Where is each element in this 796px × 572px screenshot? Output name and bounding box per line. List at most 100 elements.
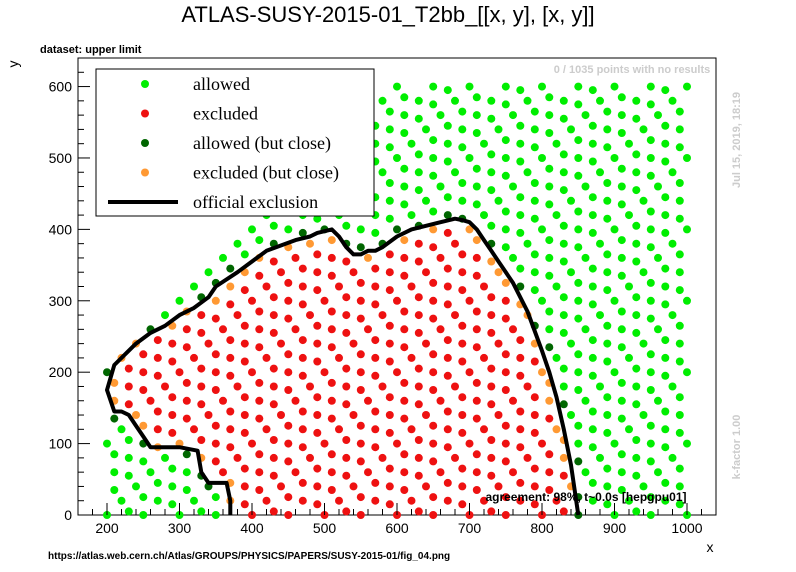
scan-point-768 <box>545 486 554 494</box>
scan-point-490 <box>516 264 525 273</box>
scan-point-535 <box>385 428 394 437</box>
scan-point-461 <box>523 239 532 248</box>
scan-point-40 <box>385 107 394 116</box>
scan-point-332 <box>349 339 358 348</box>
scan-point-747 <box>588 407 597 416</box>
scan-point-638 <box>516 371 525 380</box>
scan-point-451 <box>378 382 387 391</box>
scan-point-396 <box>429 296 438 305</box>
scan-point-749 <box>617 378 626 387</box>
scan-point-601 <box>617 236 626 245</box>
scan-point-0 <box>103 368 111 377</box>
scan-point-458 <box>480 282 488 291</box>
scan-point-261 <box>168 482 177 491</box>
scan-point-175 <box>197 400 206 409</box>
scan-point-713 <box>530 428 539 437</box>
scan-point-359 <box>313 393 322 402</box>
scan-point-355 <box>255 450 264 459</box>
scan-point-637 <box>501 386 510 394</box>
scan-point-98 <box>233 311 242 320</box>
scan-point-643 <box>588 300 597 309</box>
scan-point-634 <box>458 428 467 437</box>
scan-point-437 <box>603 143 612 152</box>
scan-point-207 <box>233 382 242 391</box>
scan-point-554 <box>661 157 670 166</box>
scan-point-672 <box>429 493 438 502</box>
scan-point-688 <box>661 264 670 273</box>
scan-point-530 <box>313 500 322 509</box>
scan-point-48 <box>197 311 206 320</box>
x-axis-label: x <box>707 539 714 555</box>
scan-point-628 <box>675 196 684 205</box>
scan-point-225 <box>494 125 503 134</box>
scan-point-494 <box>574 207 583 216</box>
scan-point-658 <box>509 396 517 405</box>
scan-point-360 <box>327 378 336 387</box>
scan-point-72 <box>211 314 220 323</box>
scan-point-488 <box>487 293 496 302</box>
scan-point-682 <box>574 350 583 359</box>
scan-point-625 <box>632 239 641 248</box>
scan-point-308 <box>429 243 438 252</box>
scan-point-188 <box>385 214 394 223</box>
scan-point-732 <box>581 396 590 405</box>
scan-point-318 <box>574 100 583 109</box>
scan-point-739 <box>683 296 691 305</box>
scan-point-257 <box>530 107 539 116</box>
y-tick-label-200: 200 <box>49 364 73 380</box>
scan-point-594 <box>516 336 525 345</box>
scan-point-142 <box>124 453 133 462</box>
scan-point-88 <box>443 86 452 95</box>
scan-point-793 <box>617 450 626 459</box>
scan-point-41 <box>400 93 409 102</box>
scan-point-767 <box>530 500 539 509</box>
scan-point-740 <box>487 507 496 516</box>
scan-point-578 <box>639 196 648 205</box>
scan-point-641 <box>559 328 568 337</box>
scan-point-563 <box>422 411 430 419</box>
scan-point-84 <box>385 143 394 152</box>
scan-point-117 <box>139 421 148 430</box>
scan-point-391 <box>356 368 365 377</box>
scan-point-6 <box>190 282 198 291</box>
scan-point-789 <box>559 507 568 516</box>
scan-point-703 <box>617 325 626 334</box>
scan-point-694 <box>487 453 496 462</box>
scan-point-121 <box>197 364 206 373</box>
scan-point-364 <box>385 321 394 330</box>
scan-point-444 <box>277 482 285 491</box>
scan-point-465 <box>581 182 590 191</box>
scan-point-802 <box>632 453 641 462</box>
scan-point-648 <box>661 228 670 237</box>
scan-point-636 <box>487 400 496 409</box>
scan-point-139 <box>458 107 467 116</box>
scan-point-733 <box>596 382 604 391</box>
official-exclusion-line <box>105 216 581 516</box>
scan-point-272 <box>327 325 336 334</box>
scan-point-538 <box>429 386 438 394</box>
scan-point-309 <box>443 228 452 237</box>
scan-point-624 <box>617 253 626 262</box>
scan-point-305 <box>385 286 394 295</box>
scan-point-758 <box>559 453 568 462</box>
scan-point-138 <box>443 121 452 130</box>
scan-point-9 <box>233 239 242 248</box>
scan-point-295 <box>240 428 249 437</box>
scan-point-101 <box>277 268 285 277</box>
scan-point-284 <box>501 154 510 162</box>
scan-point-784 <box>625 425 633 434</box>
scan-point-186 <box>356 243 365 252</box>
scan-point-803 <box>646 439 655 448</box>
scan-point-135 <box>400 164 409 173</box>
scan-point-498 <box>632 150 641 159</box>
scan-point-288 <box>559 96 568 105</box>
scan-point-550 <box>603 214 612 223</box>
scan-point-123 <box>226 336 235 345</box>
scan-point-433 <box>545 200 554 209</box>
scan-point-757 <box>545 468 554 477</box>
scan-point-347 <box>567 125 575 134</box>
scan-point-621 <box>574 296 583 305</box>
scan-point-720 <box>632 328 641 337</box>
scan-point-346 <box>552 139 561 148</box>
